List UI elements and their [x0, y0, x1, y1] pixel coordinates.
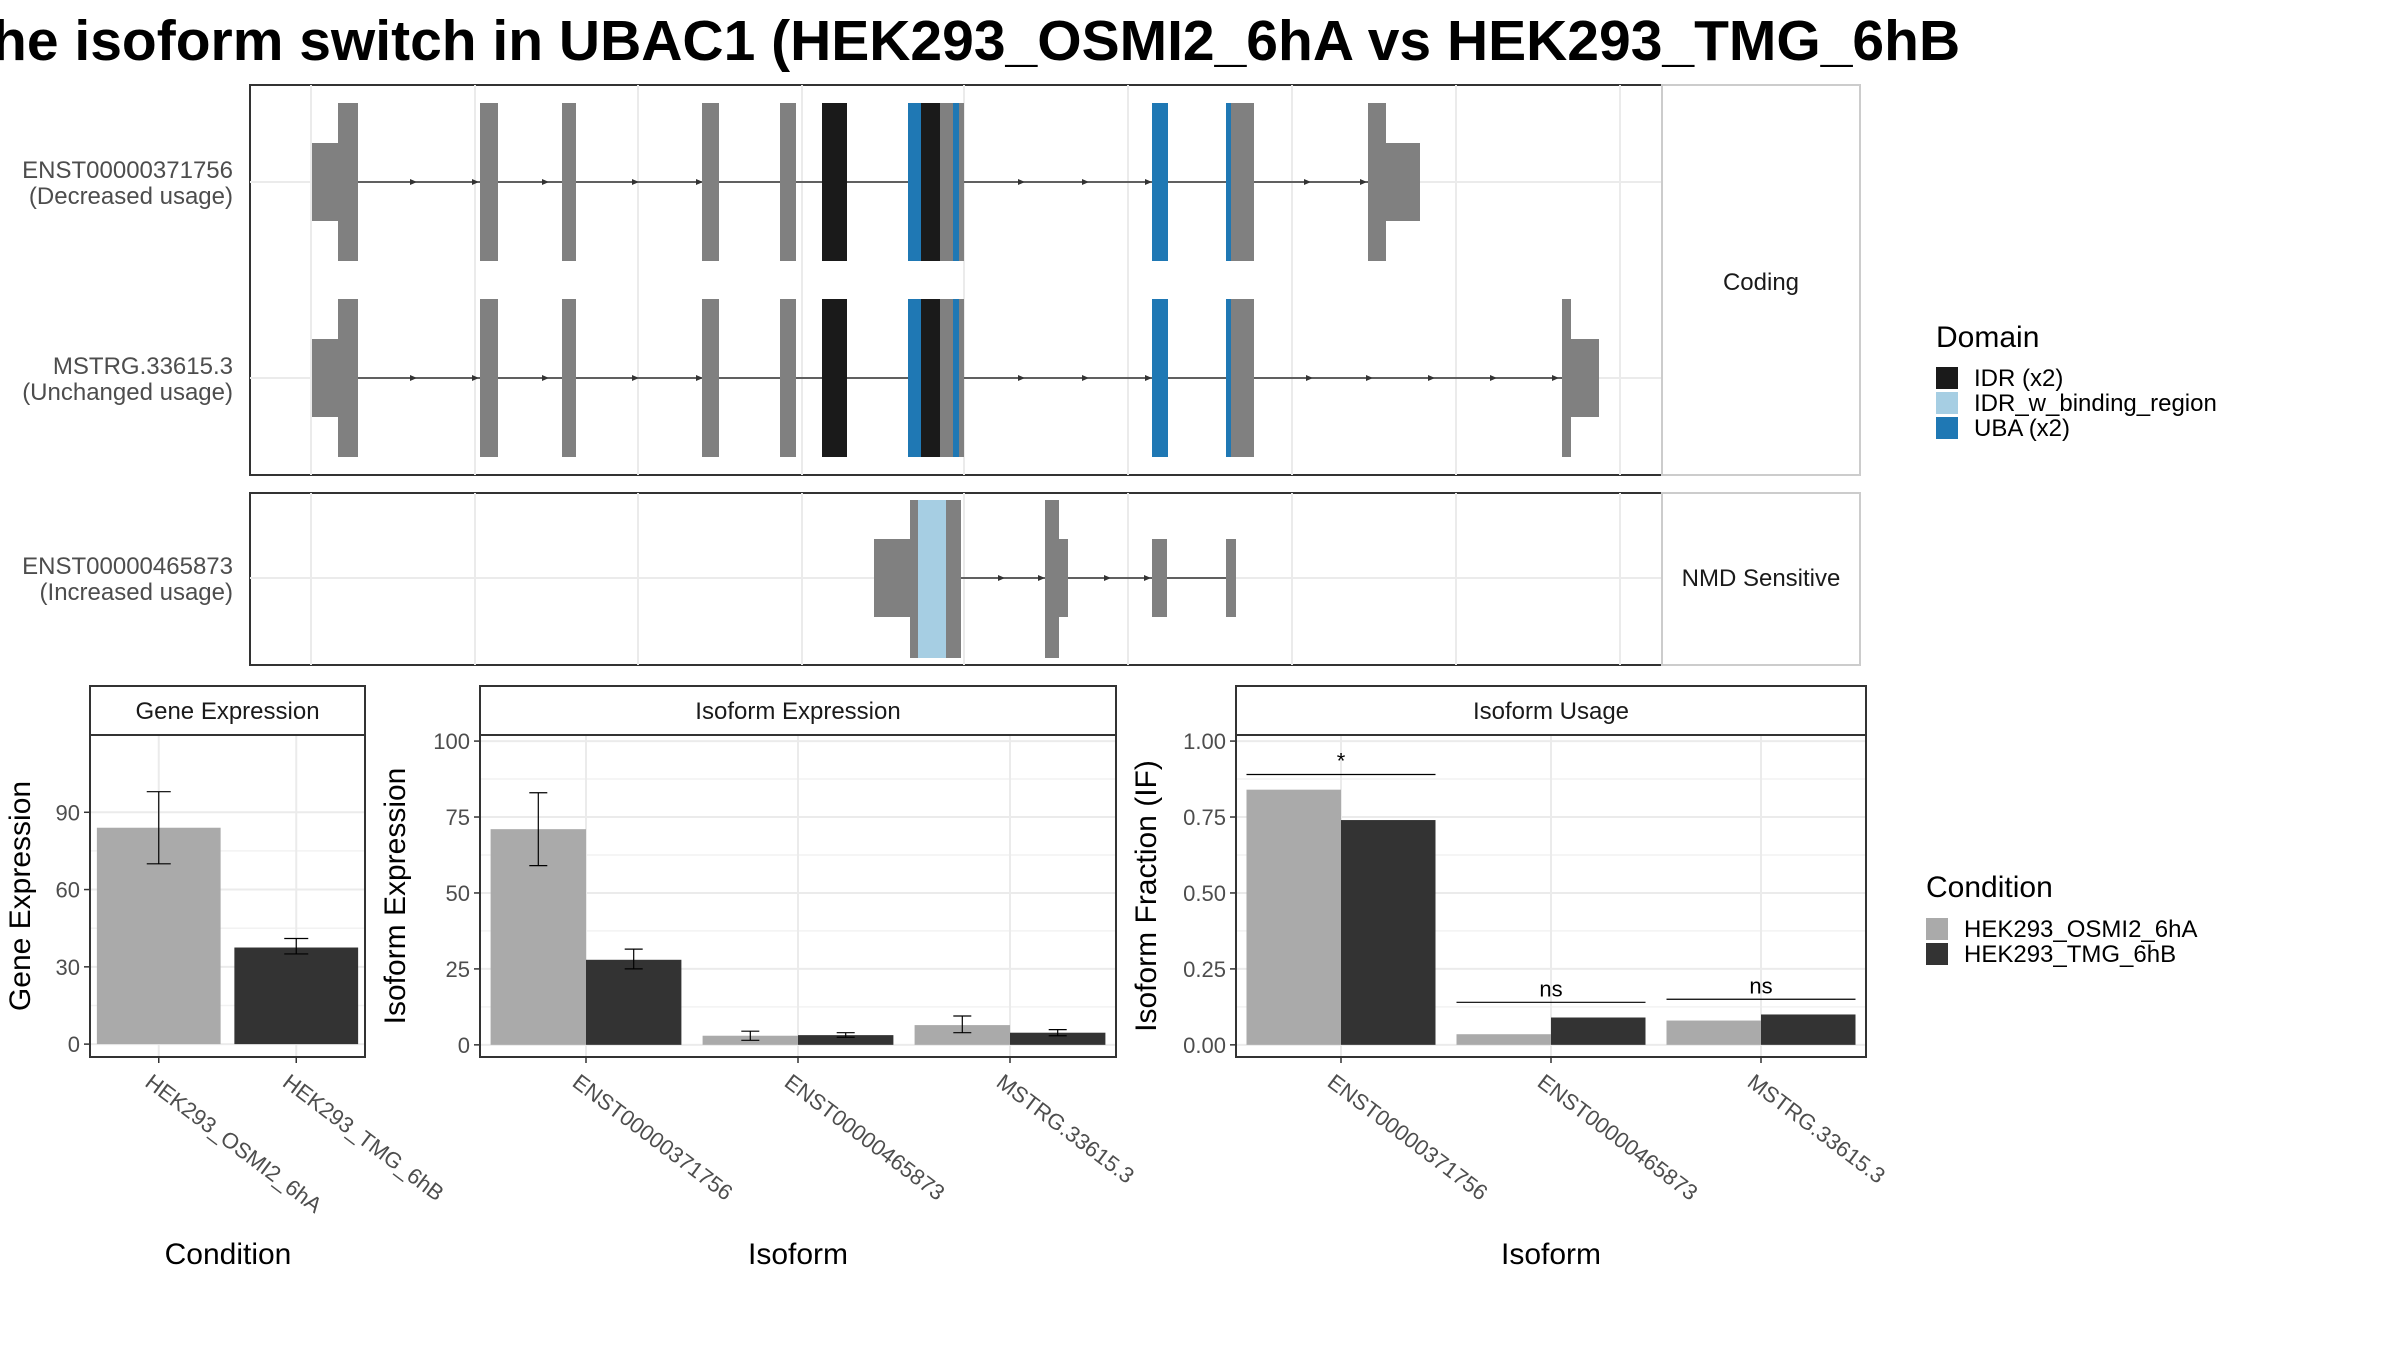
condition-legend: Condition HEK293_OSMI2_6hA HEK293_TMG_6h…	[1926, 871, 2197, 968]
bar-MSTRG.33615.3-HEK293_OSMI2_6hA	[914, 1025, 1010, 1045]
x-tick-label: ENST00000371756	[1323, 1069, 1492, 1205]
chart-panel-2: 0 25 50 75 100 Isoform Expression ENST00000371…	[379, 685, 1139, 1271]
y-tick-label: 0	[68, 1032, 80, 1057]
facet-strip-label: Isoform Usage	[1473, 698, 1629, 725]
bar-MSTRG.33615.3-HEK293_OSMI2_6hA	[1666, 1020, 1761, 1045]
y-tick-label: 90	[56, 800, 80, 825]
nmd-strip-label: NMD Sensitive	[1682, 565, 1841, 592]
y-axis-title: Gene Expression	[4, 781, 37, 1011]
transcript-2-name: MSTRG.33615.3	[53, 353, 233, 380]
transcript-ENST00000371756-model	[312, 103, 1420, 261]
domains	[822, 299, 1231, 457]
chart-panel-3: 0.00 0.25 0.50 0.75 1.00 * ns ns Isoform Usage EN…	[1130, 685, 1890, 1271]
bar-ENST00000371756-HEK293_OSMI2_6hA	[1246, 789, 1341, 1045]
transcript-1-name: ENST00000371756	[22, 157, 233, 184]
x-tick-label: ENST00000465873	[780, 1069, 949, 1205]
significance-label: ns	[1749, 973, 1772, 998]
x-axis-title: Isoform	[1501, 1238, 1601, 1271]
facet-strip-label: Gene Expression	[135, 698, 319, 725]
x-tick-label: ENST00000465873	[1533, 1069, 1702, 1205]
domains	[822, 103, 1231, 261]
y-tick-label: 0.00	[1183, 1033, 1226, 1058]
condition-legend-title: Condition	[1926, 871, 2053, 904]
y-tick-label: 1.00	[1183, 729, 1226, 754]
coding-structure-panel: Coding ENST00000371756 (Decreased usage)…	[22, 84, 1861, 476]
x-tick-label: MSTRG.33615.3	[992, 1069, 1139, 1188]
significance-label: *	[1337, 748, 1346, 773]
y-tick-label: 0.25	[1183, 957, 1226, 982]
legend-key-tmg	[1926, 943, 1948, 965]
y-axis-title: Isoform Fraction (IF)	[1130, 760, 1163, 1032]
y-tick-label: 25	[446, 957, 470, 982]
x-tick-label: ENST00000371756	[568, 1069, 737, 1205]
legend-label-tmg: HEK293_TMG_6hB	[1964, 941, 2176, 968]
y-tick-label: 0.50	[1183, 881, 1226, 906]
legend-label-idr: IDR (x2)	[1974, 365, 2063, 392]
domain-legend: Domain IDR (x2) IDR_w_binding_region UBA…	[1936, 321, 2217, 442]
y-tick-label: 60	[56, 878, 80, 903]
legend-key-osmi2	[1926, 918, 1948, 940]
legend-key-idr	[1936, 367, 1958, 389]
coding-strip	[1661, 84, 1861, 476]
y-tick-label: 30	[56, 955, 80, 980]
transcript-3-usage: (Increased usage)	[40, 579, 233, 606]
y-tick-label: 0.75	[1183, 805, 1226, 830]
domain-legend-title: Domain	[1936, 321, 2039, 354]
legend-label-osmi2: HEK293_OSMI2_6hA	[1964, 916, 2197, 943]
bar-ENST00000465873-HEK293_OSMI2_6hA	[1456, 1034, 1551, 1045]
significance-label: ns	[1539, 976, 1562, 1001]
bar-ENST00000465873-HEK293_TMG_6hB	[798, 1035, 894, 1045]
transcript-1-usage: (Decreased usage)	[29, 183, 233, 210]
y-tick-label: 100	[433, 729, 470, 754]
transcript-ENST00000465873-model	[874, 500, 1236, 658]
legend-key-uba	[1936, 417, 1958, 439]
domain-IDR-w-binding-region	[918, 500, 946, 658]
facet-strip	[1235, 685, 1867, 736]
bar-HEK293_TMG_6hB	[234, 947, 359, 1045]
bar-MSTRG.33615.3-HEK293_TMG_6hB	[1010, 1032, 1106, 1045]
facet-strip	[89, 685, 366, 736]
intron-direction-arrows	[410, 179, 1367, 185]
intron-direction-arrows	[410, 375, 1559, 381]
facet-strip	[479, 685, 1117, 736]
x-axis-title: Isoform	[748, 1238, 848, 1271]
y-tick-label: 75	[446, 805, 470, 830]
y-tick-label: 50	[446, 881, 470, 906]
transcript-MSTRG.33615.3-model	[312, 299, 1599, 457]
legend-key-idr-w-binding	[1936, 392, 1958, 414]
facet-strip-label: Isoform Expression	[695, 698, 900, 725]
intron-direction-arrows	[998, 575, 1151, 581]
y-axis-title: Isoform Expression	[379, 768, 412, 1025]
legend-label-idr-w-binding: IDR_w_binding_region	[1974, 390, 2217, 417]
bar-MSTRG.33615.3-HEK293_TMG_6hB	[1761, 1014, 1856, 1045]
y-tick-label: 0	[458, 1033, 470, 1058]
bar-ENST00000371756-HEK293_TMG_6hB	[1341, 820, 1436, 1045]
nmd-strip	[1661, 492, 1861, 666]
bar-ENST00000465873-HEK293_TMG_6hB	[1551, 1017, 1646, 1045]
figure-title: he isoform switch in UBAC1 (HEK293_OSMI2…	[0, 9, 1960, 73]
transcript-2-usage: (Unchanged usage)	[22, 379, 233, 406]
legend-label-uba: UBA (x2)	[1974, 415, 2070, 442]
x-axis-title: Condition	[165, 1238, 292, 1271]
coding-strip-label: Coding	[1723, 269, 1799, 296]
x-tick-label: MSTRG.33615.3	[1743, 1069, 1890, 1188]
nmd-structure-panel: NMD Sensitive ENST00000465873 (Increased…	[22, 492, 1861, 666]
transcript-3-name: ENST00000465873	[22, 553, 233, 580]
bar-ENST00000371756-HEK293_TMG_6hB	[586, 959, 682, 1045]
